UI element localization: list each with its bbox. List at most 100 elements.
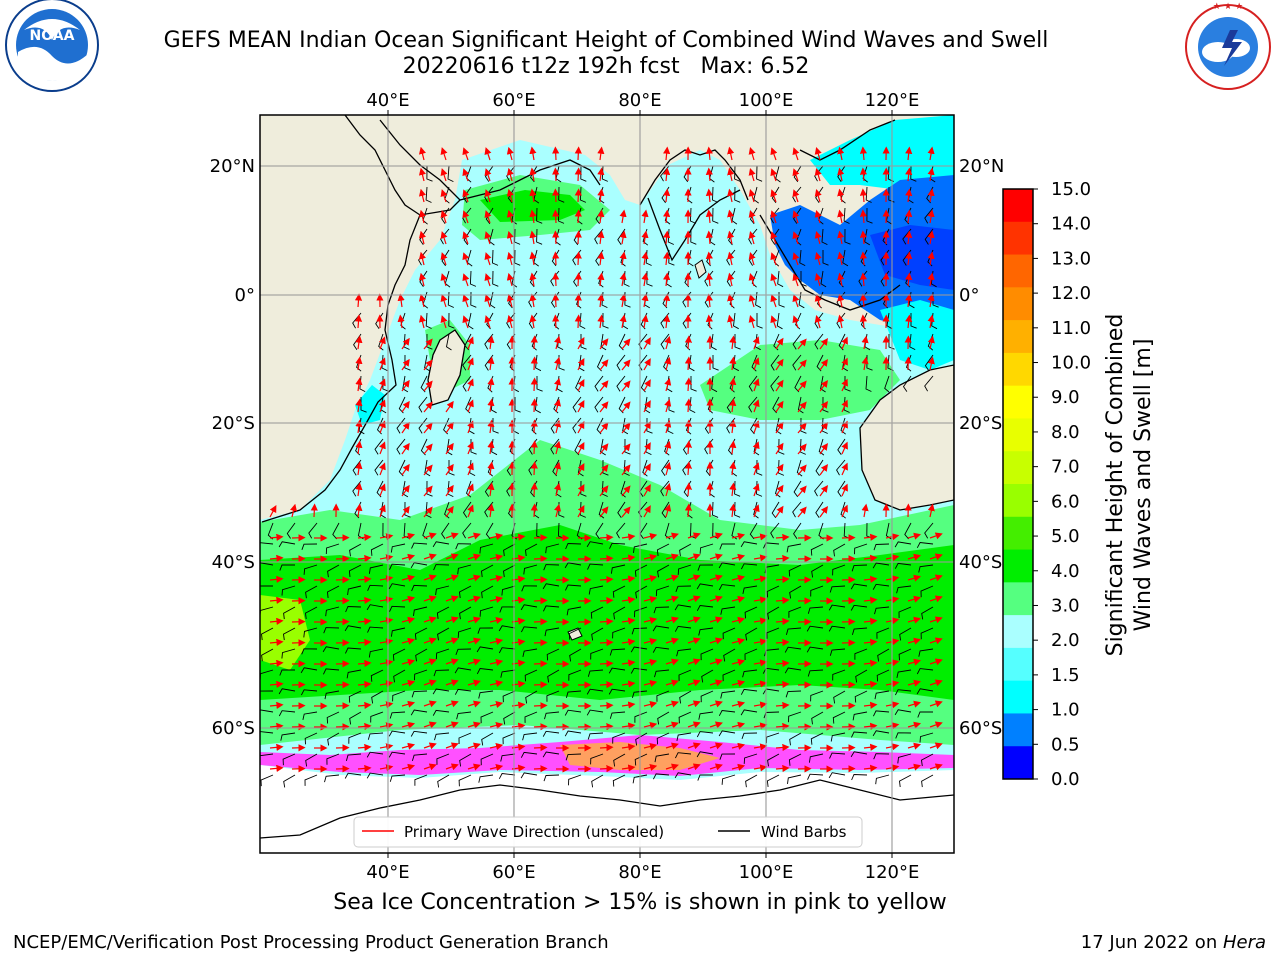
colorbar-swatch	[1003, 287, 1033, 321]
wave-direction-arrow	[489, 533, 504, 541]
wind-barb	[634, 564, 648, 577]
wind-barb	[418, 396, 428, 413]
wind-barb	[521, 585, 538, 592]
wind-barb	[850, 751, 868, 758]
wind-barb	[700, 690, 714, 703]
wave-direction-arrow	[379, 399, 386, 413]
wind-barb	[514, 249, 521, 266]
colorbar-swatch	[1003, 484, 1033, 518]
wind-barb	[920, 627, 934, 640]
wind-barb	[520, 604, 538, 611]
wind-barb	[414, 627, 428, 640]
wave-direction-arrow	[401, 505, 410, 518]
wind-barb	[807, 606, 824, 614]
wind-barb	[655, 585, 670, 597]
wave-direction-arrow	[533, 723, 548, 731]
wave-direction-arrow	[687, 721, 701, 729]
wave-direction-arrow	[837, 251, 845, 266]
wave-direction-arrow	[770, 147, 778, 161]
wind-barb	[434, 732, 450, 741]
wave-direction-arrow	[643, 742, 658, 750]
wave-direction-arrow	[859, 293, 868, 308]
wave-direction-arrow	[775, 379, 784, 392]
wave-direction-arrow	[727, 251, 735, 266]
wind-barb	[424, 354, 430, 372]
wave-direction-arrow	[554, 419, 562, 434]
wave-direction-arrow	[484, 210, 492, 224]
wave-direction-arrow	[905, 209, 913, 224]
wave-direction-arrow	[687, 637, 701, 645]
wave-direction-arrow	[665, 616, 679, 624]
colorbar-tick-label: 6.0	[1051, 491, 1080, 512]
wave-direction-arrow	[552, 293, 560, 308]
wind-barb	[564, 562, 582, 569]
wind-barb	[278, 541, 296, 548]
wave-direction-arrow	[859, 251, 868, 266]
wave-direction-arrow	[462, 168, 470, 182]
wave-direction-arrow	[506, 146, 514, 161]
wave-direction-arrow	[927, 356, 935, 371]
wave-direction-arrow	[863, 764, 878, 772]
wave-direction-arrow	[529, 314, 537, 329]
wave-direction-arrow	[664, 398, 672, 413]
wave-direction-arrow	[641, 251, 649, 266]
wave-direction-arrow	[663, 167, 671, 182]
wind-barb	[756, 313, 763, 329]
wave-direction-arrow	[597, 314, 605, 329]
lat-tick-right-0: 0°	[959, 285, 979, 306]
wave-direction-arrow	[643, 484, 651, 497]
wind-barb	[696, 583, 714, 590]
wave-direction-arrow	[927, 209, 935, 224]
wind-barb	[899, 627, 912, 641]
wave-direction-arrow	[687, 763, 701, 771]
colorbar-title-line2: Wind Waves and Swell [m]	[1131, 339, 1156, 632]
wave-direction-arrow	[440, 315, 448, 329]
wind-barb	[798, 291, 805, 309]
wave-direction-arrow	[929, 721, 943, 729]
wave-direction-arrow	[597, 230, 605, 245]
wave-direction-arrow	[440, 273, 448, 287]
wave-direction-arrow	[418, 251, 426, 266]
wave-direction-arrow	[819, 337, 829, 350]
wave-direction-arrow	[885, 722, 900, 730]
wave-direction-arrow	[445, 616, 459, 624]
wind-barb	[455, 543, 472, 550]
wind-barb	[740, 563, 758, 570]
wind-barb	[719, 543, 735, 550]
wave-direction-arrow	[727, 314, 735, 329]
wave-direction-arrow	[621, 680, 636, 688]
wave-direction-arrow	[533, 576, 548, 584]
wind-barb	[677, 564, 692, 575]
wind-barb	[613, 753, 626, 767]
wind-barb	[543, 564, 560, 571]
wave-direction-arrow	[665, 637, 679, 645]
wave-direction-arrow	[577, 421, 585, 434]
wave-direction-arrow	[727, 167, 735, 182]
wind-barb	[542, 605, 560, 612]
sea-ice-note: Sea Ice Concentration > 15% is shown in …	[333, 890, 947, 915]
wave-direction-arrow	[621, 380, 631, 392]
wave-direction-arrow	[552, 314, 560, 329]
wind-barb	[633, 543, 648, 553]
wave-direction-arrow	[621, 464, 631, 476]
wind-barb	[389, 563, 406, 570]
wind-barb	[489, 291, 496, 309]
colorbar-tick-label: 1.0	[1051, 700, 1080, 721]
wave-direction-arrow	[709, 763, 723, 771]
wave-direction-arrow	[574, 146, 582, 161]
wind-barb	[591, 627, 604, 641]
wind-barb	[545, 543, 560, 554]
wind-barb	[326, 753, 340, 765]
wave-direction-arrow	[533, 681, 548, 689]
colorbar-tick-label: 3.0	[1051, 595, 1080, 616]
wind-barb	[794, 375, 802, 393]
wave-direction-arrow	[530, 335, 538, 350]
colorbar-swatch	[1003, 254, 1033, 288]
wave-direction-arrow	[355, 419, 363, 434]
wind-barb	[411, 584, 428, 592]
wave-direction-arrow	[929, 574, 943, 582]
wind-barb	[569, 648, 582, 662]
wave-direction-arrow	[489, 554, 504, 562]
australia	[859, 364, 954, 511]
wave-direction-arrow	[487, 482, 495, 497]
